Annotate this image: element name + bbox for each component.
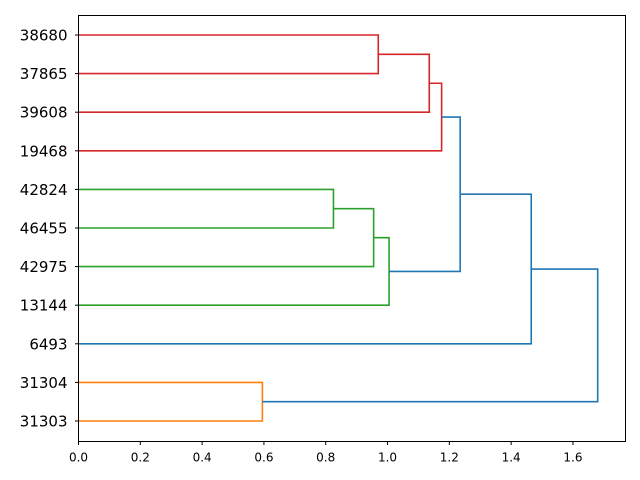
- leaf-label: 31303: [20, 413, 68, 431]
- leaf-label: 46455: [20, 220, 68, 238]
- x-tick-label: 1.0: [378, 451, 397, 465]
- x-tick-label: 1.4: [502, 451, 521, 465]
- dendrogram-link-m1: [78, 34, 380, 75]
- leaf-label: 19468: [20, 142, 68, 160]
- leaf-label: 37865: [20, 65, 68, 83]
- x-tick-label: 1.2: [440, 451, 459, 465]
- leaf-label: 42824: [20, 181, 68, 199]
- leaf-label: 13144: [20, 297, 68, 315]
- leaf-labels: 38680 37865 39608 19468 42824 46455 42975 13144…: [20, 27, 79, 431]
- leaf-label: 39608: [20, 104, 68, 122]
- x-tick-label: 1.6: [563, 451, 582, 465]
- leaf-label: 6493: [29, 335, 67, 353]
- dendrogram-link-m10: [262, 268, 599, 403]
- leaf-label: 42975: [20, 258, 68, 276]
- x-tick-label: 0.8: [316, 451, 335, 465]
- x-tick-label: 0.4: [193, 451, 212, 465]
- x-tick-label: 0.0: [69, 451, 88, 465]
- leaf-label: 31304: [20, 374, 68, 392]
- plot-frame: [78, 15, 626, 442]
- x-tick-label: 0.6: [254, 451, 273, 465]
- x-axis: 0.0 0.2 0.4 0.6 0.8 1.0 1.2 1.4 1.6: [69, 441, 583, 465]
- dendrogram-links: [78, 34, 599, 422]
- x-tick-label: 0.2: [131, 451, 150, 465]
- leaf-label: 38680: [20, 27, 68, 45]
- dendrogram-link-m3: [78, 82, 443, 152]
